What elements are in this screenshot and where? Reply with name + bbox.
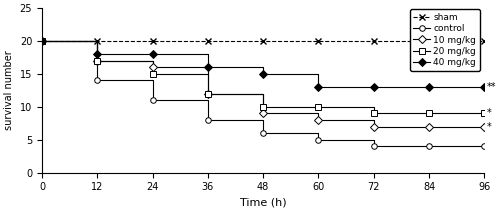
Text: *: * — [486, 121, 492, 131]
X-axis label: Time (h): Time (h) — [240, 198, 286, 208]
Legend: sham, control, 10 mg/kg, 20 mg/kg, 40 mg/kg: sham, control, 10 mg/kg, 20 mg/kg, 40 mg… — [410, 9, 480, 71]
Text: **: ** — [486, 82, 496, 92]
Y-axis label: survival number: survival number — [4, 50, 14, 130]
Text: *: * — [486, 108, 492, 118]
